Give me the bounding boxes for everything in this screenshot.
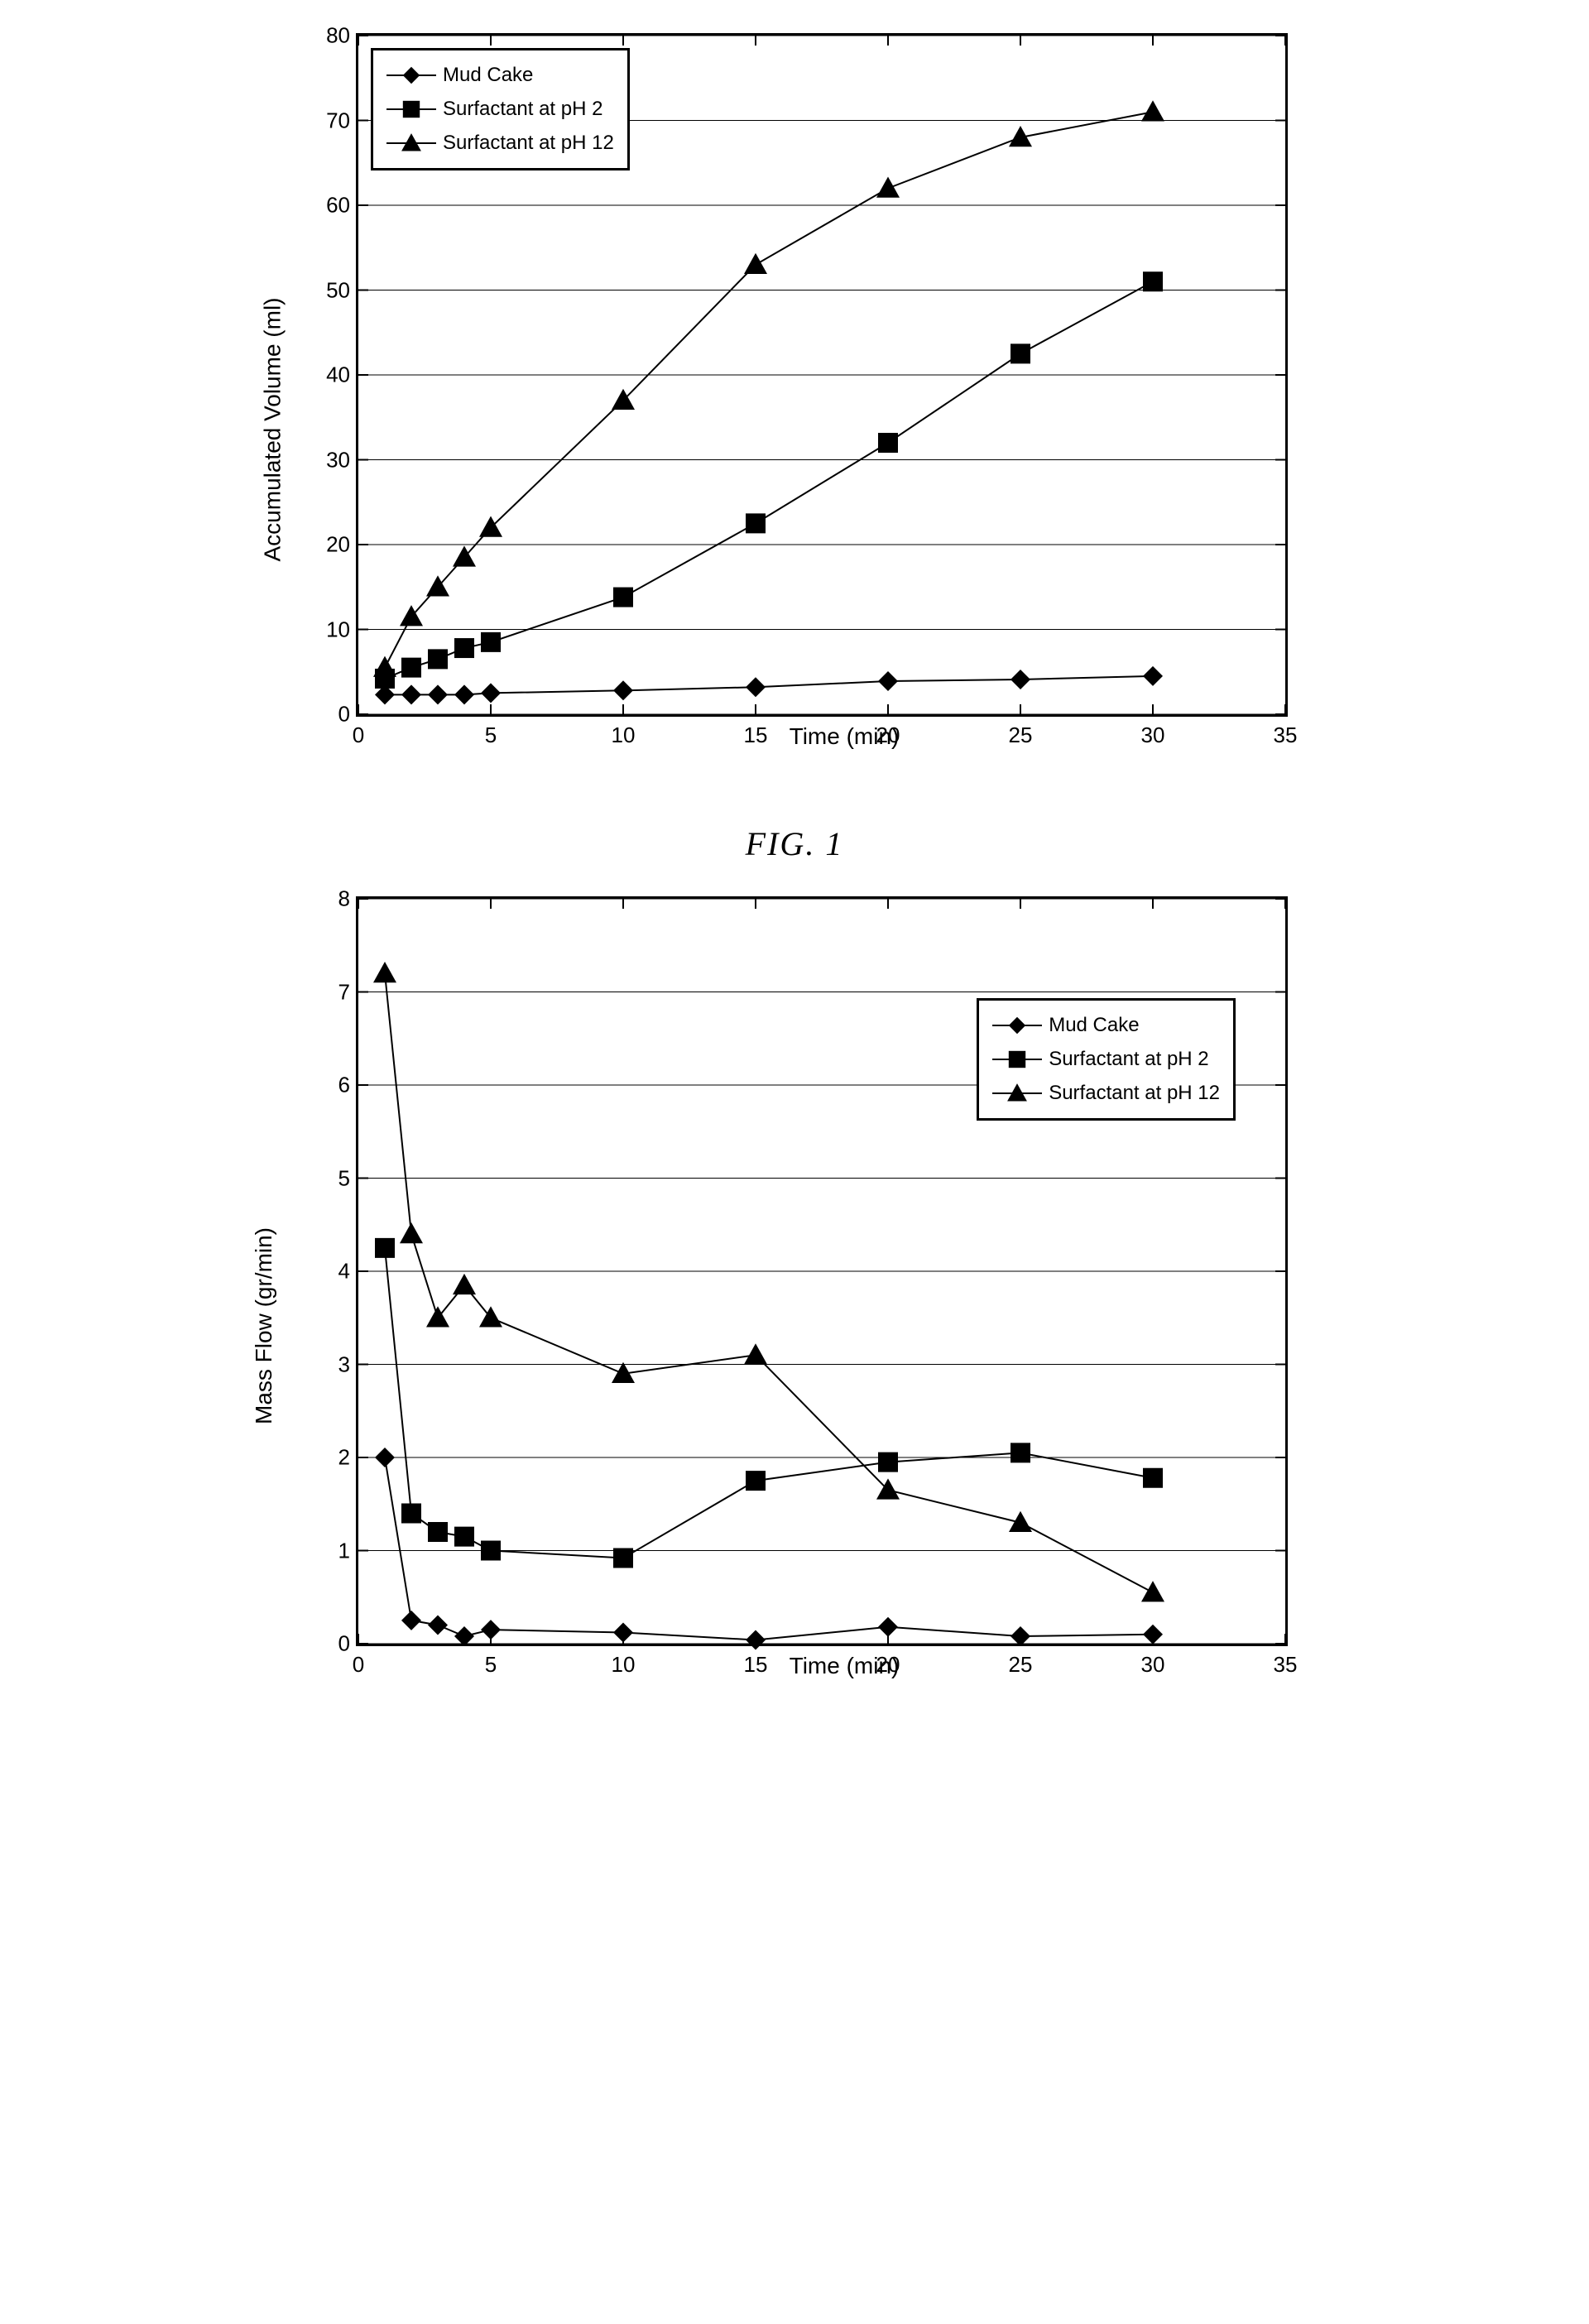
x-axis-label: Time (min) <box>356 723 1332 750</box>
x-tick-label: 25 <box>1009 1644 1033 1678</box>
figure-caption: FIG. 1 <box>257 824 1332 863</box>
legend-label: Mud Cake <box>443 59 533 93</box>
x-tick-label: 5 <box>485 1644 497 1678</box>
x-tick-label: 35 <box>1274 1644 1298 1678</box>
legend-label: Surfactant at pH 2 <box>443 93 602 127</box>
y-tick-label: 40 <box>326 363 358 388</box>
y-tick-label: 8 <box>338 886 358 912</box>
y-tick-label: 2 <box>338 1445 358 1471</box>
x-tick-label: 15 <box>744 714 768 748</box>
legend-label: Surfactant at pH 2 <box>1049 1043 1208 1077</box>
legend: Mud Cake Surfactant at pH 2 Surfactant a… <box>977 998 1236 1121</box>
x-tick-label: 30 <box>1141 1644 1165 1678</box>
legend-label: Surfactant at pH 12 <box>443 127 614 161</box>
x-tick-label: 20 <box>876 1644 900 1678</box>
x-tick-label: 30 <box>1141 714 1165 748</box>
legend-item: Surfactant at pH 12 <box>992 1077 1220 1111</box>
y-tick-label: 30 <box>326 447 358 473</box>
y-axis-label: Mass Flow (gr/min) <box>251 1227 277 1424</box>
chart-plot-area: 0102030405060708005101520253035 Mud Cake… <box>356 33 1288 717</box>
x-tick-label: 20 <box>876 714 900 748</box>
x-tick-label: 0 <box>353 714 364 748</box>
legend-marker <box>386 108 436 110</box>
y-tick-label: 4 <box>338 1259 358 1284</box>
legend-marker <box>992 1092 1042 1094</box>
x-tick-label: 10 <box>612 714 636 748</box>
legend-label: Surfactant at pH 12 <box>1049 1077 1220 1111</box>
figure-2: Mass Flow (gr/min) 012345678051015202530… <box>257 896 1332 1729</box>
y-tick-label: 50 <box>326 277 358 303</box>
y-tick-label: 6 <box>338 1073 358 1098</box>
legend-marker <box>386 74 436 76</box>
y-tick-label: 60 <box>326 193 358 218</box>
legend-marker <box>992 1025 1042 1026</box>
y-tick-label: 70 <box>326 108 358 133</box>
legend-item: Mud Cake <box>386 59 614 93</box>
y-axis-label: Accumulated Volume (ml) <box>260 297 286 561</box>
legend: Mud Cake Surfactant at pH 2 Surfactant a… <box>371 48 630 170</box>
y-tick-label: 1 <box>338 1538 358 1563</box>
x-tick-label: 25 <box>1009 714 1033 748</box>
x-tick-label: 5 <box>485 714 497 748</box>
y-tick-label: 80 <box>326 23 358 49</box>
y-tick-label: 5 <box>338 1165 358 1191</box>
x-tick-label: 35 <box>1274 714 1298 748</box>
legend-marker <box>386 142 436 144</box>
chart-plot-area: 01234567805101520253035 Mud Cake Surfact… <box>356 896 1288 1646</box>
x-tick-label: 10 <box>612 1644 636 1678</box>
legend-label: Mud Cake <box>1049 1009 1139 1043</box>
legend-item: Mud Cake <box>992 1009 1220 1043</box>
figure-1: Accumulated Volume (ml) 0102030405060708… <box>257 33 1332 863</box>
x-axis-label: Time (min) <box>356 1653 1332 1679</box>
legend-item: Surfactant at pH 2 <box>992 1043 1220 1077</box>
y-tick-label: 20 <box>326 532 358 558</box>
legend-item: Surfactant at pH 2 <box>386 93 614 127</box>
y-tick-label: 7 <box>338 979 358 1005</box>
legend-marker <box>992 1059 1042 1060</box>
y-tick-label: 3 <box>338 1352 358 1377</box>
y-tick-label: 10 <box>326 617 358 642</box>
legend-item: Surfactant at pH 12 <box>386 127 614 161</box>
x-tick-label: 0 <box>353 1644 364 1678</box>
